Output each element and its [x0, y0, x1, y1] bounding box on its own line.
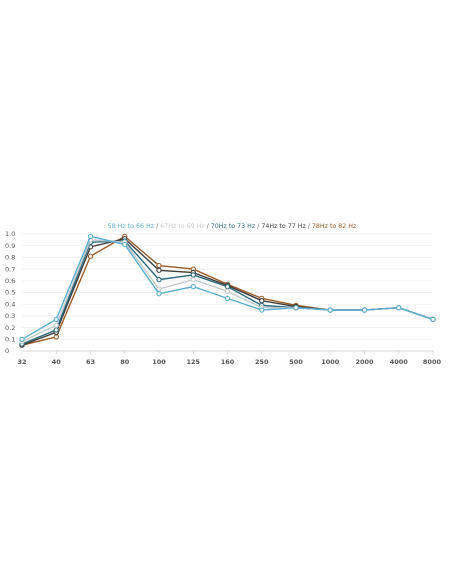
y-tick-label: 0.3 — [5, 312, 15, 320]
x-tick-label: 125 — [186, 358, 200, 366]
data-point[interactable] — [224, 283, 231, 290]
data-point[interactable] — [259, 298, 265, 304]
y-tick-label: 0.6 — [5, 277, 15, 285]
data-point[interactable] — [87, 253, 94, 259]
x-tick-label: 160 — [221, 358, 235, 366]
data-point[interactable] — [53, 316, 59, 323]
x-tick-label: 100 — [152, 358, 166, 366]
y-tick-label: 0.2 — [5, 324, 15, 332]
data-point[interactable] — [156, 267, 162, 273]
legend-separator: / — [205, 223, 211, 230]
legend-item[interactable]: 74Hz to 77 Hz — [261, 223, 306, 230]
y-tick-label: 0.7 — [5, 265, 15, 273]
x-tick-label: 500 — [289, 358, 303, 366]
legend-item[interactable]: 70Hz to 73 Hz — [211, 223, 256, 230]
x-tick-label: 80 — [120, 358, 130, 366]
x-tick-label: 32 — [17, 358, 26, 366]
data-point[interactable] — [156, 262, 162, 269]
data-point[interactable] — [224, 295, 231, 301]
y-tick-label: 0.1 — [5, 336, 15, 344]
x-tick-label: 40 — [52, 358, 62, 366]
data-point[interactable] — [156, 291, 162, 297]
y-tick-label: 0.8 — [5, 254, 15, 262]
y-tick-label: 0.9 — [5, 242, 15, 250]
data-point[interactable] — [53, 327, 59, 333]
data-point[interactable] — [396, 305, 402, 311]
data-point[interactable] — [259, 307, 265, 313]
data-point[interactable] — [327, 307, 333, 313]
y-tick-label: 1.0 — [5, 230, 15, 238]
data-point[interactable] — [293, 305, 299, 311]
data-point[interactable] — [53, 322, 59, 328]
legend-item[interactable]: 67Hz to 69 Hz — [160, 223, 205, 230]
data-point[interactable] — [190, 283, 196, 290]
data-point[interactable] — [122, 241, 128, 248]
x-tick-label: 4000 — [390, 358, 409, 366]
chart-series — [19, 233, 436, 348]
data-point[interactable] — [156, 276, 162, 283]
legend-separator: / — [154, 223, 160, 230]
legend-separator: / — [306, 223, 312, 230]
data-point[interactable] — [53, 334, 59, 340]
legend-item[interactable]: 58 Hz to 66 Hz — [108, 223, 155, 230]
x-tick-label: 8000 — [423, 358, 442, 366]
chart-legend: 58 Hz to 66 Hz / 67Hz to 69 Hz / 70Hz to… — [108, 223, 357, 230]
legend-separator: / — [255, 223, 261, 230]
data-point[interactable] — [430, 316, 436, 323]
data-point[interactable] — [224, 288, 231, 294]
data-point[interactable] — [190, 276, 196, 283]
data-point[interactable] — [190, 272, 196, 278]
series-line — [19, 233, 436, 342]
y-tick-label: 0.4 — [5, 300, 15, 308]
x-tick-label: 250 — [255, 358, 269, 366]
data-point[interactable] — [361, 307, 368, 313]
legend-item[interactable]: 78Hz to 82 Hz — [312, 223, 357, 230]
x-axis: 32 40 63 80 100 125 160 250 500 1000 2000 4000 8000 — [17, 351, 441, 366]
y-tick-label: 0.5 — [5, 289, 15, 297]
y-tick-label: 0 — [5, 347, 9, 355]
x-tick-label: 63 — [86, 358, 95, 366]
y-axis: 0 0.1 0.2 0.3 0.4 0.5 0.6 0.7 0.8 0.9 1.0 — [5, 230, 15, 355]
x-tick-label: 1000 — [321, 358, 340, 366]
data-point[interactable] — [87, 233, 94, 239]
data-point[interactable] — [19, 336, 25, 342]
x-tick-label: 2000 — [355, 358, 374, 366]
